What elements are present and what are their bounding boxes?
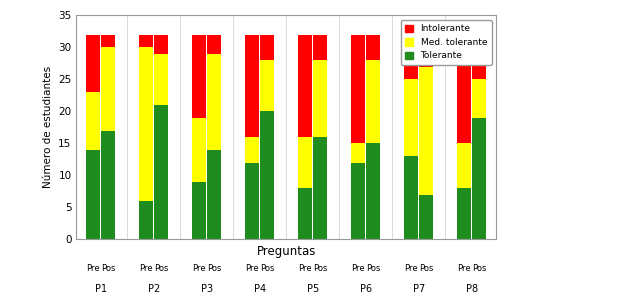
Bar <box>472 80 486 118</box>
Bar <box>366 143 380 239</box>
Text: Pos: Pos <box>154 264 169 273</box>
Text: P1: P1 <box>95 284 107 294</box>
Bar <box>298 137 312 188</box>
Bar <box>154 35 169 54</box>
Text: P4: P4 <box>254 284 266 294</box>
Bar <box>366 35 380 60</box>
Text: Pre: Pre <box>404 264 418 273</box>
Bar <box>260 35 274 60</box>
Text: Pos: Pos <box>419 264 433 273</box>
Text: Pos: Pos <box>472 264 487 273</box>
Bar <box>313 60 328 137</box>
Text: Pos: Pos <box>260 264 274 273</box>
Text: Pos: Pos <box>207 264 221 273</box>
Bar <box>404 156 418 239</box>
Text: P6: P6 <box>359 284 371 294</box>
Bar <box>207 150 221 239</box>
Text: P7: P7 <box>413 284 425 294</box>
Text: P5: P5 <box>307 284 319 294</box>
Bar <box>101 35 115 47</box>
Text: Pre: Pre <box>139 264 153 273</box>
Bar <box>351 143 365 163</box>
Bar <box>419 35 433 67</box>
Bar <box>154 54 169 105</box>
Bar <box>139 35 153 47</box>
Bar <box>139 201 153 239</box>
Bar <box>351 35 365 143</box>
Bar <box>207 35 221 54</box>
Bar <box>313 137 328 239</box>
Bar <box>366 60 380 143</box>
Bar <box>207 54 221 150</box>
Bar <box>260 60 274 111</box>
Bar <box>192 182 206 239</box>
Text: P2: P2 <box>148 284 160 294</box>
Bar <box>351 163 365 239</box>
Bar <box>298 35 312 137</box>
Bar <box>260 111 274 239</box>
Y-axis label: Número de estudiantes: Número de estudiantes <box>43 66 53 188</box>
Text: Pre: Pre <box>298 264 312 273</box>
Bar <box>154 105 169 239</box>
Bar <box>101 47 115 130</box>
Bar <box>192 118 206 182</box>
Bar <box>192 35 206 118</box>
Text: P3: P3 <box>201 284 213 294</box>
Text: Pre: Pre <box>193 264 206 273</box>
Bar <box>298 188 312 239</box>
Bar <box>86 35 100 92</box>
Text: Pos: Pos <box>101 264 116 273</box>
Bar <box>245 163 259 239</box>
Bar <box>101 130 115 239</box>
Bar <box>472 118 486 239</box>
Bar <box>245 35 259 137</box>
Text: Pos: Pos <box>313 264 328 273</box>
Text: Pre: Pre <box>86 264 100 273</box>
Text: Pos: Pos <box>366 264 380 273</box>
X-axis label: Preguntas: Preguntas <box>256 245 316 258</box>
Text: Pre: Pre <box>245 264 259 273</box>
Bar <box>139 47 153 201</box>
Bar <box>472 35 486 80</box>
Bar <box>313 35 328 60</box>
Bar <box>404 35 418 80</box>
Bar <box>457 188 471 239</box>
Text: Pre: Pre <box>457 264 471 273</box>
Bar <box>86 92 100 150</box>
Text: Pre: Pre <box>351 264 365 273</box>
Bar <box>457 35 471 143</box>
Bar <box>457 143 471 188</box>
Bar <box>419 67 433 195</box>
Legend: Intolerante, Med. tolerante, Tolerante: Intolerante, Med. tolerante, Tolerante <box>401 20 492 65</box>
Bar <box>245 137 259 163</box>
Bar <box>404 80 418 156</box>
Bar <box>419 195 433 239</box>
Text: P8: P8 <box>466 284 478 294</box>
Bar <box>86 150 100 239</box>
